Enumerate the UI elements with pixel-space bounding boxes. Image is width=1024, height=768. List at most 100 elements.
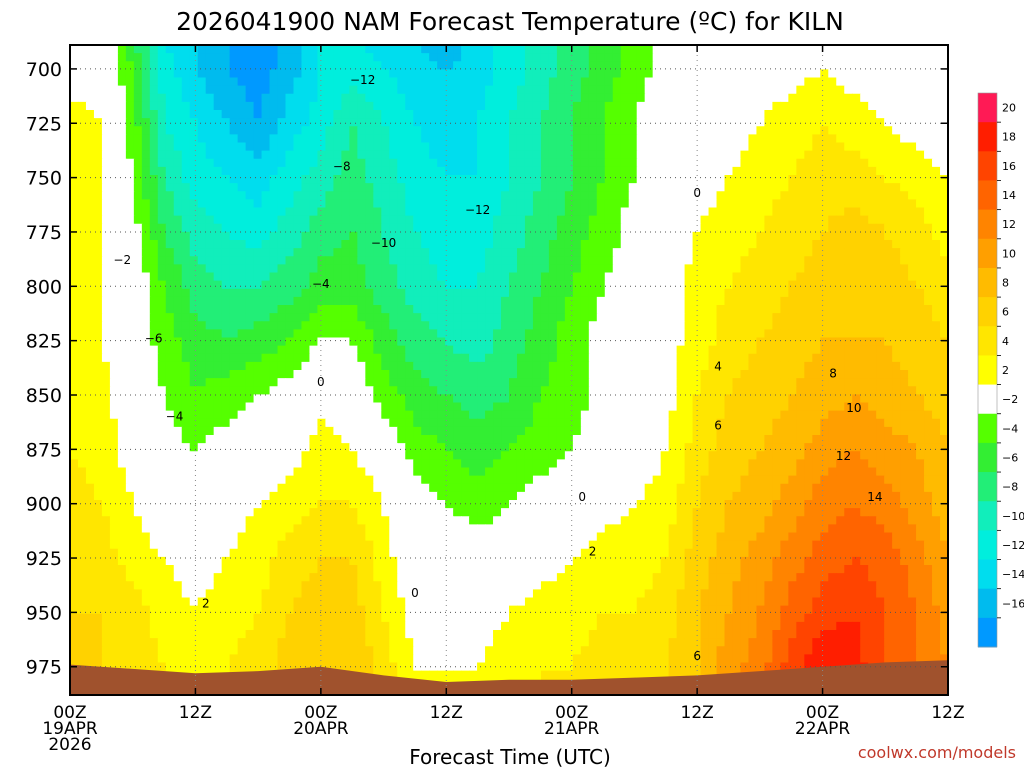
field-cell xyxy=(716,288,726,298)
field-cell xyxy=(564,142,574,152)
field-cell xyxy=(485,378,494,387)
field-cell xyxy=(604,337,614,347)
field-cell xyxy=(628,150,638,160)
field-cell xyxy=(173,158,183,168)
field-cell xyxy=(381,142,390,152)
field-cell xyxy=(125,215,135,225)
field-cell xyxy=(413,183,422,192)
field-cell xyxy=(804,264,813,274)
field-cell xyxy=(524,175,534,184)
field-cell xyxy=(868,158,877,168)
field-cell xyxy=(349,45,358,54)
field-cell xyxy=(540,402,550,412)
field-cell xyxy=(892,329,901,339)
field-cell xyxy=(70,45,79,54)
field-cell xyxy=(93,231,103,241)
field-cell xyxy=(421,85,430,95)
field-cell xyxy=(700,110,710,119)
field-cell xyxy=(572,231,582,241)
field-cell xyxy=(612,61,622,70)
field-cell xyxy=(740,85,750,95)
field-cell xyxy=(708,101,718,111)
field-cell xyxy=(325,296,334,306)
field-cell xyxy=(493,394,502,404)
field-cell xyxy=(221,305,231,314)
field-cell xyxy=(580,183,590,192)
field-cell xyxy=(580,215,590,225)
field-cell xyxy=(628,296,638,306)
field-cell xyxy=(892,101,901,111)
field-cell xyxy=(189,288,199,298)
field-cell xyxy=(293,158,303,168)
field-cell xyxy=(85,296,95,306)
field-cell xyxy=(477,264,486,274)
field-cell xyxy=(229,126,239,135)
field-cell xyxy=(325,353,334,363)
field-cell xyxy=(149,223,159,233)
field-cell xyxy=(836,394,845,404)
field-cell xyxy=(109,134,119,144)
field-cell xyxy=(389,101,398,111)
field-cell xyxy=(788,61,797,70)
field-cell xyxy=(620,329,630,339)
field-cell xyxy=(309,199,319,209)
field-cell xyxy=(501,183,510,192)
field-cell xyxy=(461,256,470,265)
field-cell xyxy=(564,240,574,249)
field-cell xyxy=(884,394,893,404)
field-cell xyxy=(349,118,358,127)
field-cell xyxy=(524,378,534,387)
field-cell xyxy=(884,361,893,371)
field-cell xyxy=(245,101,255,111)
field-cell xyxy=(77,101,87,111)
field-cell xyxy=(261,93,271,103)
field-cell xyxy=(397,223,406,233)
field-cell xyxy=(469,126,478,135)
field-cell xyxy=(149,166,159,176)
field-cell xyxy=(70,337,79,347)
field-cell xyxy=(740,45,750,54)
field-cell xyxy=(309,223,319,233)
field-cell xyxy=(580,288,590,298)
field-cell xyxy=(277,248,287,257)
field-cell xyxy=(70,256,79,265)
field-cell xyxy=(133,305,143,314)
field-cell xyxy=(868,142,877,152)
field-cell xyxy=(157,175,167,184)
field-cell xyxy=(572,272,582,282)
field-cell xyxy=(916,361,925,371)
field-cell xyxy=(373,361,382,371)
field-cell xyxy=(820,370,829,379)
field-cell xyxy=(844,313,853,322)
field-cell xyxy=(197,69,207,79)
field-cell xyxy=(588,272,598,282)
field-cell xyxy=(796,77,805,87)
field-cell xyxy=(485,321,494,330)
field-cell xyxy=(509,101,518,111)
field-cell xyxy=(724,272,734,282)
field-cell xyxy=(588,248,598,257)
field-cell xyxy=(373,321,382,330)
field-cell xyxy=(213,305,223,314)
field-cell xyxy=(740,240,750,249)
field-cell xyxy=(844,215,853,225)
field-cell xyxy=(812,93,821,103)
field-cell xyxy=(349,110,358,119)
field-cell xyxy=(197,272,207,282)
field-cell xyxy=(804,69,813,79)
field-cell xyxy=(644,296,654,306)
field-cell xyxy=(181,110,191,119)
field-cell xyxy=(397,402,406,412)
field-cell xyxy=(660,77,670,87)
field-cell xyxy=(788,85,797,95)
field-cell xyxy=(812,353,821,363)
field-cell xyxy=(373,337,382,347)
field-cell xyxy=(844,345,853,355)
field-cell xyxy=(253,158,263,168)
field-cell xyxy=(940,223,948,233)
field-cell xyxy=(397,361,406,371)
field-cell xyxy=(189,166,199,176)
field-cell xyxy=(732,77,742,87)
field-cell xyxy=(189,280,199,290)
field-cell xyxy=(509,321,518,330)
